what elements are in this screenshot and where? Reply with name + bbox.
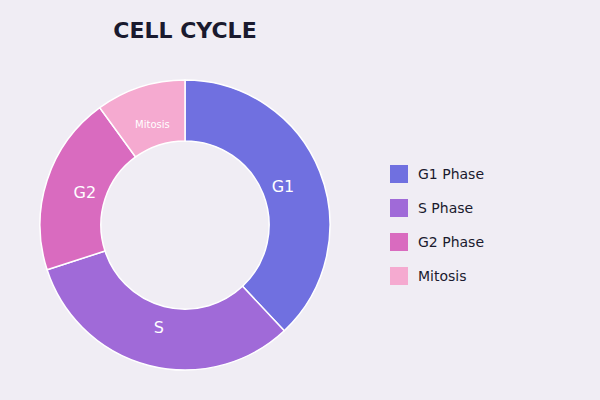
slice-labels: G1 S G2 Mitosis xyxy=(73,119,294,336)
slice xyxy=(100,80,185,157)
legend-item: Mitosis xyxy=(390,267,467,285)
legend-label: G2 Phase xyxy=(418,234,484,250)
legend-item: S Phase xyxy=(390,199,473,217)
title: CELL CYCLE xyxy=(113,18,256,43)
legend-swatch xyxy=(390,165,408,183)
slice-label: G2 xyxy=(73,183,96,202)
legend-swatch xyxy=(390,233,408,251)
legend-item: G1 Phase xyxy=(390,165,484,183)
slice-label: Mitosis xyxy=(135,119,170,130)
legend-label: G1 Phase xyxy=(418,166,484,182)
donut xyxy=(40,80,330,370)
legend-item: G2 Phase xyxy=(390,233,484,251)
chart: CELL CYCLE G1 S G2 Mitosis G1 Phase S Phase G2 … xyxy=(0,0,600,400)
background xyxy=(0,0,600,400)
legend: G1 Phase S Phase G2 Phase Mitosis xyxy=(390,165,484,285)
legend-label: S Phase xyxy=(418,200,473,216)
slice xyxy=(47,251,284,370)
slice-label: S xyxy=(154,318,164,337)
legend-label: Mitosis xyxy=(418,268,467,284)
legend-swatch xyxy=(390,199,408,217)
legend-swatch xyxy=(390,267,408,285)
slice-label: G1 xyxy=(272,177,295,196)
slice xyxy=(185,80,330,331)
